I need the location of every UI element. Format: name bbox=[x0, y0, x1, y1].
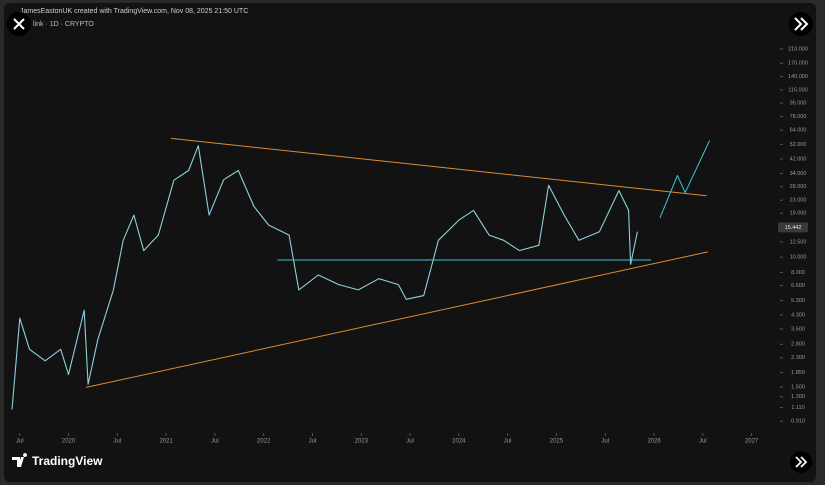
y-tick-label: 140.000 bbox=[788, 74, 808, 80]
x-tick-label: Jul bbox=[211, 439, 219, 445]
y-tick-label: 8.000 bbox=[791, 270, 805, 276]
y-tick-label: 34.000 bbox=[790, 171, 807, 177]
y-tick-label: 28.000 bbox=[790, 184, 807, 190]
trend-drawing bbox=[170, 137, 707, 197]
y-tick-label: 10.000 bbox=[790, 255, 807, 261]
y-tick-label: 12.500 bbox=[790, 239, 807, 245]
y-tick-label: 42.000 bbox=[790, 156, 807, 162]
brand-logo bbox=[12, 453, 28, 467]
x-tick-label: Jul bbox=[406, 439, 414, 445]
y-tick-label: 1.300 bbox=[791, 394, 805, 400]
x-tick-label: Jul bbox=[309, 439, 317, 445]
x-tick-label: Jul bbox=[699, 439, 707, 445]
y-tick-label: 2.800 bbox=[791, 342, 805, 348]
trend-drawing bbox=[659, 140, 711, 219]
x-tick-label: 2025 bbox=[550, 439, 564, 445]
last-price-label: 15.442 bbox=[785, 225, 802, 231]
x-tick-label: 2021 bbox=[159, 439, 173, 445]
y-tick-label: 115.000 bbox=[788, 87, 807, 93]
brand-name: TradingView bbox=[32, 454, 103, 468]
y-tick-label: 4.300 bbox=[791, 312, 805, 318]
y-tick-label: 52.000 bbox=[790, 142, 807, 148]
y-tick-label: 1.110 bbox=[791, 405, 804, 411]
y-tick-label: 3.500 bbox=[791, 326, 805, 332]
chart-panel bbox=[4, 3, 816, 482]
x-tick-label: Jul bbox=[601, 439, 609, 445]
y-tick-label: 6.600 bbox=[791, 283, 805, 289]
trend-drawing bbox=[85, 251, 708, 388]
x-tick-label: 2022 bbox=[257, 439, 271, 445]
x-tick-label: 2020 bbox=[62, 439, 76, 445]
x-tick-label: 2027 bbox=[745, 439, 759, 445]
y-tick-label: 5.300 bbox=[791, 298, 805, 304]
x-tick-label: 2026 bbox=[647, 439, 661, 445]
y-tick-label: 64.000 bbox=[790, 128, 807, 134]
last-price-tag bbox=[778, 222, 808, 233]
next-button[interactable] bbox=[790, 451, 812, 473]
y-tick-label: 23.000 bbox=[790, 198, 807, 204]
y-tick-label: 210.000 bbox=[788, 46, 808, 52]
y-tick-label: 0.910 bbox=[791, 419, 805, 425]
attribution: JamesEastonUK created with TradingView.c… bbox=[20, 8, 248, 15]
x-tick-label: 2024 bbox=[452, 439, 466, 445]
x-tick-label: Jul bbox=[113, 439, 121, 445]
y-tick-label: 78.000 bbox=[790, 114, 807, 120]
x-tick-label: Jul bbox=[504, 439, 512, 445]
x-tick-label: Jul bbox=[16, 439, 24, 445]
symbol-label: link · 1D · CRYPTO bbox=[33, 21, 94, 28]
y-tick-label: 19.000 bbox=[790, 211, 807, 217]
y-tick-label: 2.300 bbox=[791, 355, 805, 361]
x-tick-label: 2023 bbox=[355, 439, 369, 445]
price-line bbox=[11, 145, 638, 410]
y-tick-label: 1.850 bbox=[791, 370, 805, 376]
y-tick-label: 95.000 bbox=[790, 101, 807, 107]
close-button[interactable] bbox=[7, 12, 31, 36]
y-tick-label: 1.500 bbox=[791, 384, 805, 390]
plot: 210.000 170.000 140.000 115.000 95.000 78.000… bbox=[11, 46, 808, 445]
expand-button[interactable] bbox=[789, 12, 813, 36]
y-tick-label: 170.000 bbox=[788, 61, 808, 67]
